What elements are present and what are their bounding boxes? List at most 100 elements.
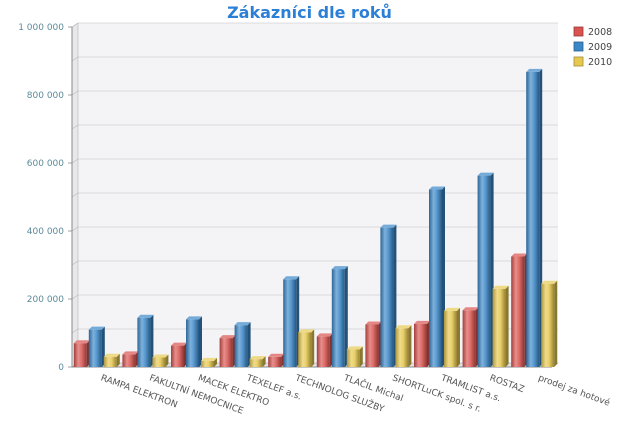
bar-top — [316, 333, 333, 337]
bar-2009-8 — [477, 172, 494, 367]
bar-2010-8 — [492, 285, 509, 367]
bar-front — [365, 324, 379, 367]
y-tick-label: 1 000 000 — [18, 23, 64, 33]
y-tick-label: 800 000 — [27, 91, 64, 101]
bar-top — [395, 325, 412, 329]
bar-side — [262, 356, 266, 367]
y-tick-label: 200 000 — [27, 295, 64, 305]
bar-side — [344, 266, 348, 367]
gridline-depth — [71, 22, 79, 28]
y-tick-label: 600 000 — [27, 159, 64, 169]
bar-top — [380, 224, 397, 228]
bar-top — [511, 253, 528, 257]
bar-front — [541, 283, 555, 367]
bar-2008-4 — [268, 353, 285, 367]
legend: 2008 2009 2010 — [573, 26, 612, 68]
legend-swatch — [573, 26, 584, 37]
bar-top — [526, 68, 543, 72]
bar-top — [186, 316, 202, 320]
bar-front — [316, 336, 330, 367]
bar-top — [137, 314, 154, 318]
bar-2009-7 — [429, 186, 445, 367]
x-tick-label: prodej za hotové — [537, 372, 612, 408]
bar-top — [219, 335, 236, 339]
bar-2010-6 — [395, 325, 412, 367]
bar-front — [444, 310, 457, 367]
bar-top — [268, 353, 285, 357]
bar-top — [444, 307, 460, 311]
bar-2010-1 — [152, 354, 169, 367]
bar-side — [408, 325, 412, 367]
chart-title: Zákazníci dle roků — [227, 3, 392, 22]
bar-front — [268, 356, 282, 367]
bar-top — [249, 356, 266, 360]
bar-2010-2 — [201, 357, 217, 367]
y-tick-label: 0 — [58, 363, 64, 373]
bar-2009-3 — [234, 322, 251, 367]
bar-front — [462, 310, 476, 367]
legend-swatch — [573, 56, 584, 67]
gridline-depth — [71, 158, 79, 164]
gridline-depth — [71, 56, 79, 62]
bar-front — [526, 71, 540, 367]
bar-2009-9 — [526, 68, 543, 367]
bar-2010-0 — [103, 353, 120, 367]
bar-front — [511, 256, 525, 367]
bar-2010-5 — [346, 346, 363, 367]
gridline-depth — [71, 328, 79, 334]
bar-top — [365, 321, 382, 325]
legend-label: 2008 — [588, 27, 612, 38]
gridline-depth — [71, 124, 79, 130]
bar-front — [152, 357, 166, 367]
gridline-depth — [71, 90, 79, 96]
bar-top — [122, 351, 139, 355]
bar-side — [165, 354, 169, 367]
bar-2010-3 — [249, 356, 266, 367]
bar-side — [359, 346, 363, 367]
legend-item: 2009 — [573, 41, 612, 53]
bar-front — [283, 279, 297, 367]
legend-label: 2009 — [588, 42, 612, 53]
bar-side — [505, 285, 509, 367]
bar-front — [186, 319, 199, 367]
bar-front — [219, 338, 233, 367]
bar-2008-0 — [73, 340, 90, 367]
bar-top — [331, 266, 348, 270]
bar-top — [541, 280, 558, 284]
bar-top — [201, 357, 217, 361]
gridline-depth — [71, 226, 79, 232]
bar-top — [462, 307, 479, 311]
bar-side — [554, 280, 558, 367]
bar-2008-9 — [511, 253, 528, 367]
bar-2009-2 — [186, 316, 202, 367]
bar-2010-4 — [298, 329, 315, 367]
bar-top — [171, 342, 187, 346]
bar-top — [298, 329, 315, 333]
bar-top — [234, 322, 251, 326]
bar-front — [88, 329, 102, 367]
bar-2009-0 — [88, 326, 105, 367]
bar-side — [247, 322, 251, 367]
bar-2010-9 — [541, 280, 558, 367]
gridline-depth — [71, 294, 79, 300]
bar-side — [457, 307, 460, 367]
bar-top — [414, 320, 430, 324]
bar-side — [214, 357, 217, 367]
bar-side — [116, 353, 120, 367]
bar-front — [137, 317, 151, 367]
bar-front — [414, 323, 427, 367]
bar-side — [150, 314, 154, 367]
bar-top — [73, 340, 90, 344]
bar-2010-7 — [444, 307, 460, 367]
bar-2009-4 — [283, 276, 300, 367]
bar-front — [380, 227, 394, 367]
bar-front — [201, 360, 214, 367]
bar-front — [122, 354, 136, 367]
gridline-depth — [71, 260, 79, 266]
bar-front — [249, 359, 263, 367]
bar-2009-6 — [380, 224, 397, 367]
bar-2008-6 — [365, 321, 382, 367]
bar-side — [199, 316, 202, 367]
